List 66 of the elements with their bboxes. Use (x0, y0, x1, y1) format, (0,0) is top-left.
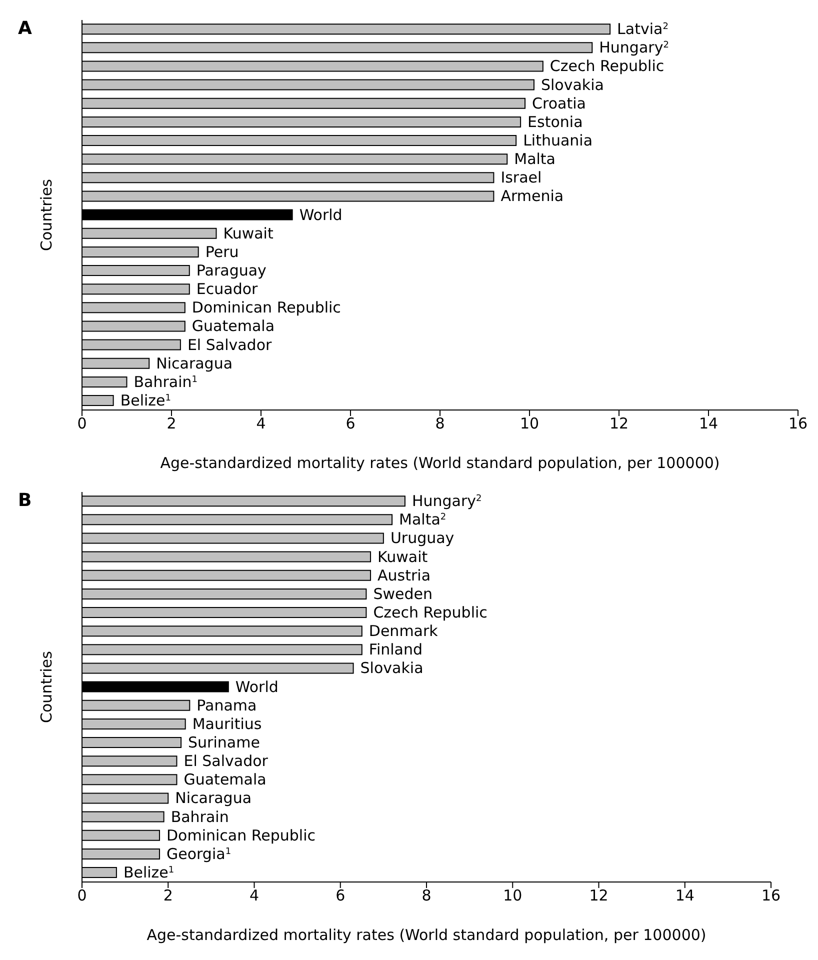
category-label: Guatemala (184, 770, 266, 789)
x-tick-label: 12 (589, 886, 608, 905)
category-label: Hungary$^{2}$ (599, 38, 669, 57)
x-tick-label: 10 (503, 886, 522, 905)
y-axis-title: Countries (37, 178, 56, 251)
x-tick-label: 12 (609, 414, 629, 433)
category-label: Ecuador (196, 280, 258, 298)
category-label: Latvia$^{2}$ (617, 20, 668, 38)
category-label: Belize$^{1}$ (123, 864, 174, 882)
x-tick-label: 6 (346, 414, 356, 433)
x-tick-label: 8 (422, 886, 432, 905)
category-label: Georgia$^{1}$ (166, 844, 232, 863)
x-tick-label: 0 (77, 886, 87, 905)
category-label: Lithuania (523, 132, 593, 150)
x-tick-label: 0 (77, 414, 87, 433)
category-label: Malta (514, 150, 556, 168)
x-tick-label: 14 (698, 414, 718, 433)
chart-title: A (18, 18, 32, 39)
category-label: World (235, 678, 278, 696)
category-label: Dominican Republic (166, 826, 316, 844)
category-label: Bahrain$^{1}$ (134, 372, 198, 391)
category-label: El Salvador (187, 336, 272, 354)
category-label: Guatemala (192, 317, 275, 336)
category-label: Malta$^{2}$ (399, 510, 446, 529)
category-label: World (299, 206, 342, 224)
category-label: Kuwait (378, 548, 428, 566)
category-label: Slovakia (360, 659, 424, 678)
x-axis-title: Age-standardized mortality rates (World standard population, per 100000) (146, 926, 706, 944)
category-label: Czech Republic (373, 604, 488, 622)
x-tick-label: 4 (256, 414, 266, 433)
category-label: Croatia (532, 94, 586, 112)
x-tick-label: 14 (675, 886, 694, 905)
category-label: Uruguay (390, 529, 454, 548)
x-tick-label: 2 (163, 886, 173, 905)
x-tick-label: 8 (435, 414, 445, 433)
category-label: Israel (500, 168, 542, 187)
category-label: Mauritius (192, 714, 262, 733)
x-tick-label: 16 (761, 886, 781, 905)
x-tick-label: 16 (788, 414, 808, 433)
category-label: Peru (205, 242, 239, 261)
x-tick-label: 2 (166, 414, 176, 433)
category-label: Bahrain (170, 808, 229, 826)
category-label: Armenia (500, 187, 564, 206)
x-axis-title: Age-standardized mortality rates (World standard population, per 100000) (160, 454, 720, 472)
category-label: Sweden (373, 584, 432, 603)
x-tick-label: 10 (520, 414, 540, 433)
category-label: Nicaragua (175, 789, 252, 808)
category-label: Kuwait (223, 224, 274, 242)
category-label: Suriname (188, 734, 260, 752)
category-label: Czech Republic (550, 57, 664, 76)
category-label: Hungary$^{2}$ (412, 492, 482, 510)
category-label: Slovakia (540, 76, 604, 94)
category-label: El Salvador (184, 752, 268, 770)
category-label: Finland (368, 640, 423, 659)
category-label: Nicaragua (156, 354, 233, 372)
x-tick-label: 6 (336, 886, 346, 905)
y-axis-title: Countries (37, 650, 56, 723)
category-label: Belize$^{1}$ (120, 392, 172, 410)
x-tick-label: 4 (249, 886, 260, 905)
category-label: Denmark (368, 622, 438, 640)
category-label: Austria (378, 566, 431, 584)
category-label: Paraguay (196, 262, 266, 280)
category-label: Dominican Republic (192, 298, 341, 317)
chart-title: B (18, 490, 32, 511)
category-label: Panama (196, 696, 257, 714)
category-label: Estonia (528, 112, 583, 131)
